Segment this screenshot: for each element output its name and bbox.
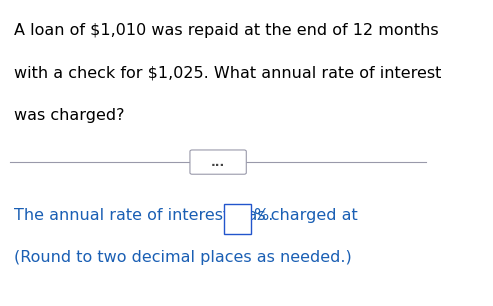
- Text: was charged?: was charged?: [14, 107, 125, 122]
- Text: %.: %.: [253, 207, 273, 222]
- Text: A loan of $1,010 was repaid at the end of 12 months: A loan of $1,010 was repaid at the end o…: [14, 23, 439, 38]
- FancyBboxPatch shape: [224, 204, 250, 234]
- Text: (Round to two decimal places as needed.): (Round to two decimal places as needed.): [14, 250, 352, 265]
- FancyBboxPatch shape: [190, 150, 246, 174]
- Text: with a check for $1,025. What annual rate of interest: with a check for $1,025. What annual rat…: [14, 65, 442, 80]
- Text: ...: ...: [211, 155, 225, 169]
- Text: The annual rate of interest was charged at: The annual rate of interest was charged …: [14, 207, 363, 222]
